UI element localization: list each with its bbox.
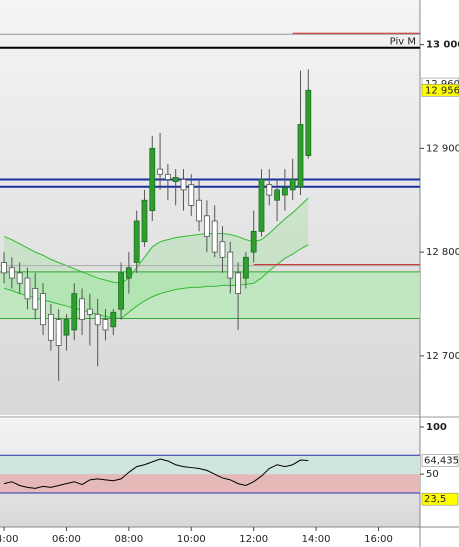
price-panel bbox=[0, 0, 420, 415]
indicator-line bbox=[3, 458, 309, 489]
band-line bbox=[3, 197, 309, 284]
indicator-label: 23,5 bbox=[424, 494, 446, 505]
candle-body bbox=[297, 124, 304, 188]
candle-body bbox=[55, 319, 62, 346]
candle-body bbox=[141, 199, 148, 243]
candle-body bbox=[32, 288, 39, 310]
candle-body bbox=[227, 251, 234, 279]
x-tick-label: 12:00 bbox=[239, 534, 268, 545]
candle-body bbox=[71, 293, 78, 331]
candle-body bbox=[125, 267, 132, 279]
candle-body bbox=[149, 147, 156, 212]
candle-body bbox=[180, 179, 187, 191]
candle-body bbox=[157, 168, 163, 175]
x-tick-label: 04:00 bbox=[0, 534, 18, 545]
candle-body bbox=[274, 189, 280, 201]
candle-body bbox=[196, 199, 202, 222]
candle-body bbox=[172, 177, 179, 182]
indicator-band bbox=[0, 455, 420, 475]
x-tick-label: 10:00 bbox=[177, 534, 206, 545]
candle-body bbox=[1, 262, 7, 274]
indicator-label-box bbox=[421, 454, 459, 467]
level-label: Piv M bbox=[390, 37, 416, 48]
candle-body bbox=[118, 272, 124, 310]
indicator-label-box bbox=[421, 492, 459, 506]
candle-body bbox=[235, 272, 241, 295]
candle-body bbox=[40, 293, 46, 326]
candle-body bbox=[110, 311, 117, 328]
y-tick-label: 12 900 bbox=[426, 143, 459, 154]
indicator-tick-label: 50 bbox=[426, 469, 439, 480]
indicator-label: 64,435 bbox=[424, 456, 459, 467]
candle-body bbox=[63, 319, 70, 336]
candle-body bbox=[250, 230, 257, 253]
candle-body bbox=[79, 298, 85, 320]
y-tick-label: 12 800 bbox=[426, 247, 459, 258]
candle-body bbox=[24, 277, 31, 300]
x-tick-label: 16:00 bbox=[364, 534, 393, 545]
candle-body bbox=[305, 89, 312, 157]
price-label-box bbox=[421, 84, 459, 97]
support-zone bbox=[0, 271, 420, 319]
x-tick-label: 08:00 bbox=[114, 534, 143, 545]
candle-body bbox=[16, 272, 23, 284]
candle-body bbox=[94, 313, 101, 326]
candle-body bbox=[258, 179, 265, 232]
candle-body bbox=[188, 184, 195, 206]
candle-body bbox=[133, 220, 140, 263]
candle-body bbox=[242, 256, 249, 279]
candle-body bbox=[102, 319, 109, 331]
candle-body bbox=[164, 173, 171, 180]
indicator-band bbox=[0, 474, 420, 494]
price-label: 12 956 bbox=[425, 85, 459, 96]
candle-body bbox=[219, 241, 226, 258]
indicator-tick-label: 100 bbox=[426, 422, 447, 433]
candle-body bbox=[289, 179, 296, 191]
band-line bbox=[3, 244, 309, 320]
y-tick-label: 13 000 bbox=[426, 40, 459, 51]
candle-body bbox=[211, 220, 218, 253]
x-tick-label: 06:00 bbox=[52, 534, 81, 545]
band-fill bbox=[4, 198, 309, 319]
x-tick-label: 14:00 bbox=[302, 534, 331, 545]
candle-body bbox=[86, 308, 93, 315]
candle-body bbox=[266, 184, 273, 196]
candle-body bbox=[47, 313, 54, 341]
candle-body bbox=[8, 267, 15, 279]
y-tick-label: 12 700 bbox=[426, 351, 459, 362]
candle-body bbox=[203, 215, 210, 237]
candle-body bbox=[281, 187, 288, 196]
